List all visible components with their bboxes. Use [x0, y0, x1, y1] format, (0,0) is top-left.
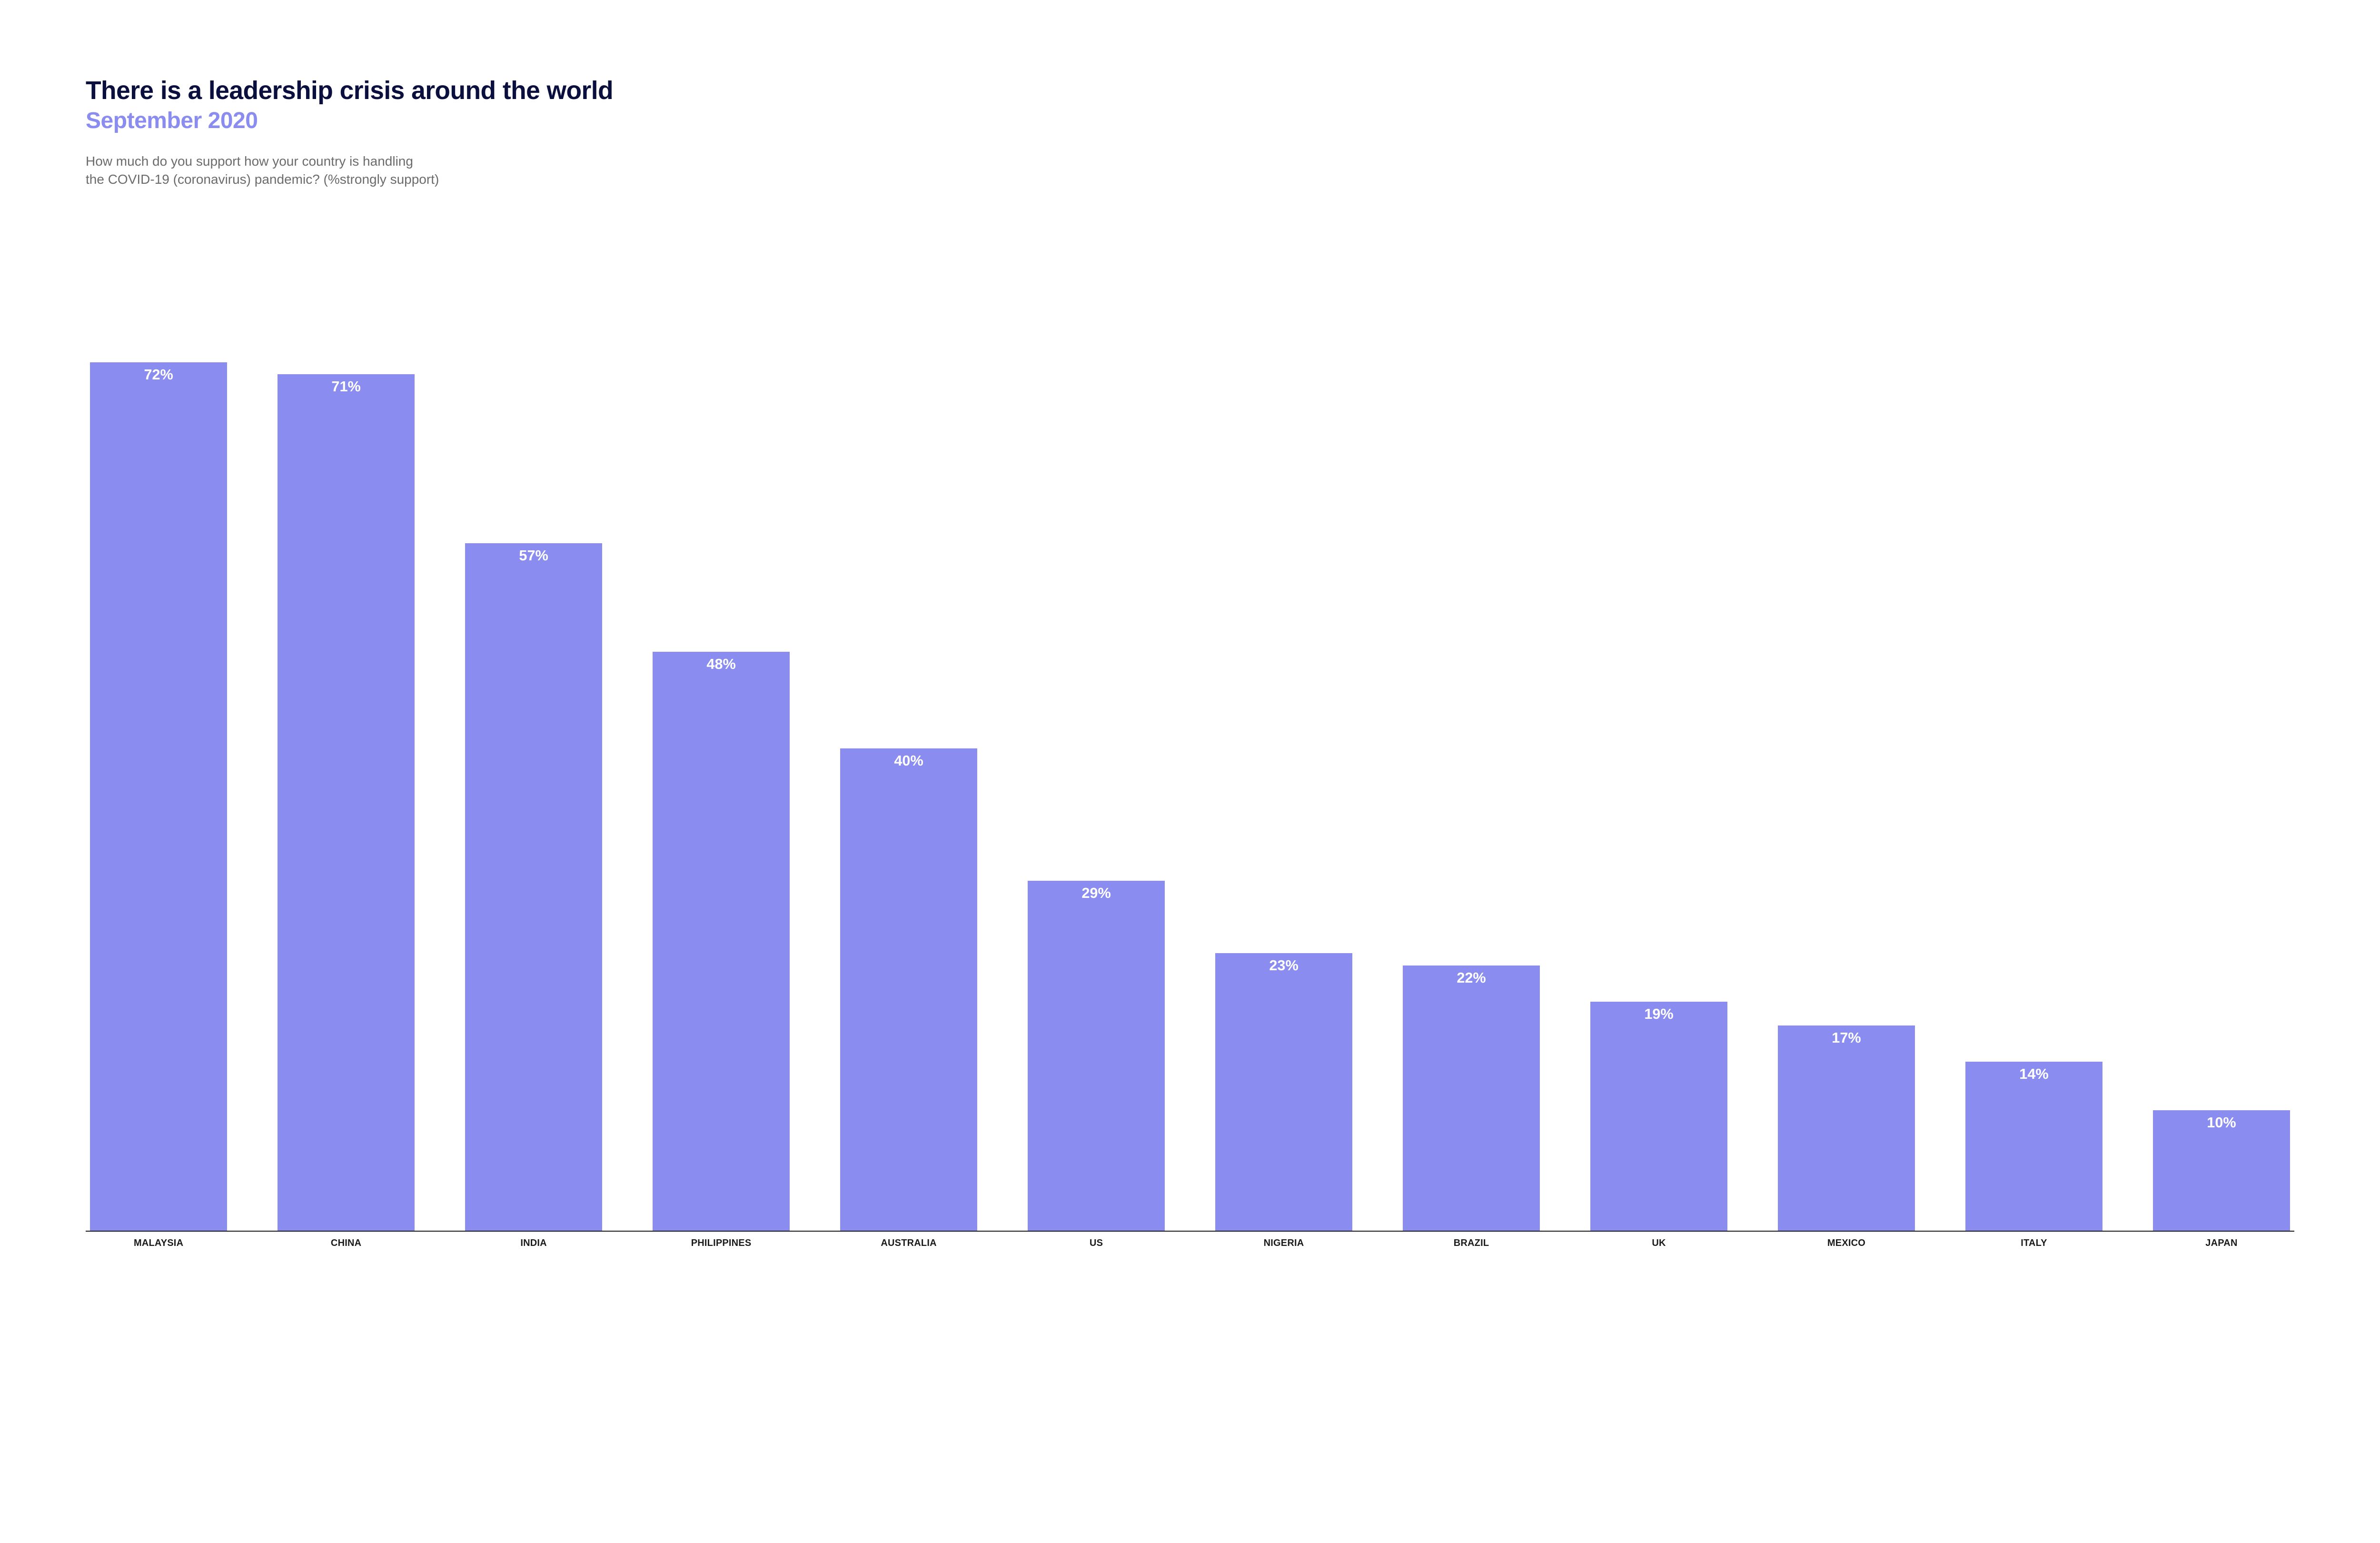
- chart-title: There is a leadership crisis around the …: [86, 76, 2294, 105]
- bar-slot: 29%: [1028, 266, 1165, 1231]
- x-axis: MALAYSIA CHINA INDIA PHILIPPINES AUSTRALIA US…: [86, 1238, 2294, 1249]
- axis-tick: MEXICO: [1778, 1238, 1915, 1249]
- bar-slot: 14%: [1965, 266, 2102, 1231]
- bar-value-label: 72%: [144, 367, 173, 1231]
- bar-value-label: 29%: [1081, 885, 1111, 1231]
- bar: 72%: [90, 362, 227, 1231]
- bar-slot: 10%: [2153, 266, 2290, 1231]
- bar-slot: 23%: [1215, 266, 1352, 1231]
- axis-label: BRAZIL: [1454, 1238, 1489, 1248]
- bar: 23%: [1215, 953, 1352, 1231]
- bar: 22%: [1403, 966, 1540, 1231]
- axis-tick: PHILIPPINES: [653, 1238, 790, 1249]
- axis-tick: NIGERIA: [1215, 1238, 1352, 1249]
- axis-label: MEXICO: [1827, 1238, 1865, 1248]
- bar-slot: 17%: [1778, 266, 1915, 1231]
- bar-slot: 19%: [1590, 266, 1727, 1231]
- bar: 71%: [278, 374, 415, 1231]
- bar-slot: 48%: [653, 266, 790, 1231]
- bar-value-label: 19%: [1644, 1006, 1673, 1231]
- chart-question: How much do you support how your country…: [86, 152, 2294, 189]
- axis-tick: MALAYSIA: [90, 1238, 227, 1249]
- bar: 48%: [653, 652, 790, 1231]
- bar-value-label: 14%: [2019, 1066, 2048, 1231]
- axis-label: US: [1090, 1238, 1103, 1248]
- axis-tick: INDIA: [465, 1238, 602, 1249]
- bar-slot: 22%: [1403, 266, 1540, 1231]
- axis-label: CHINA: [331, 1238, 361, 1248]
- bar: 14%: [1965, 1062, 2102, 1231]
- axis-label: JAPAN: [2205, 1238, 2237, 1248]
- question-line-1: How much do you support how your country…: [86, 154, 413, 169]
- bar-chart: 72% 71% 57% 48% 40% 29% 23% 22% 19% 17% 14% 10% MAL…: [86, 266, 2294, 1248]
- chart-subtitle: September 2020: [86, 108, 2294, 134]
- axis-label: INDIA: [520, 1238, 546, 1248]
- question-line-2: the COVID-19 (coronavirus) pandemic? (%s…: [86, 172, 439, 187]
- axis-tick: ITALY: [1965, 1238, 2102, 1249]
- bar: 10%: [2153, 1110, 2290, 1231]
- bar-value-label: 57%: [519, 548, 548, 1231]
- bar-slot: 40%: [840, 266, 977, 1231]
- axis-label: MALAYSIA: [134, 1238, 183, 1248]
- axis-tick: JAPAN: [2153, 1238, 2290, 1249]
- axis-tick: US: [1028, 1238, 1165, 1249]
- bar: 57%: [465, 543, 602, 1231]
- axis-label: AUSTRALIA: [881, 1238, 936, 1248]
- bar-slot: 72%: [90, 266, 227, 1231]
- axis-tick: BRAZIL: [1403, 1238, 1540, 1249]
- bar: 29%: [1028, 881, 1165, 1231]
- bar-value-label: 10%: [2207, 1115, 2236, 1231]
- bar-slot: 57%: [465, 266, 602, 1231]
- plot-area: 72% 71% 57% 48% 40% 29% 23% 22% 19% 17% 14% 10%: [86, 266, 2294, 1232]
- bar-value-label: 71%: [331, 378, 360, 1231]
- bar: 17%: [1778, 1025, 1915, 1231]
- bar-value-label: 17%: [1832, 1030, 1861, 1231]
- axis-label: NIGERIA: [1264, 1238, 1304, 1248]
- bar-value-label: 40%: [894, 753, 923, 1231]
- bar: 40%: [840, 748, 977, 1231]
- axis-label: UK: [1652, 1238, 1666, 1248]
- axis-tick: CHINA: [278, 1238, 415, 1249]
- bar-value-label: 48%: [706, 656, 735, 1231]
- axis-label: PHILIPPINES: [691, 1238, 752, 1248]
- chart-page: There is a leadership crisis around the …: [0, 0, 2380, 1339]
- bar: 19%: [1590, 1002, 1727, 1231]
- axis-tick: UK: [1590, 1238, 1727, 1249]
- bar-slot: 71%: [278, 266, 415, 1231]
- axis-label: ITALY: [2021, 1238, 2047, 1248]
- bar-value-label: 22%: [1457, 970, 1486, 1231]
- axis-tick: AUSTRALIA: [840, 1238, 977, 1249]
- bar-value-label: 23%: [1269, 957, 1298, 1231]
